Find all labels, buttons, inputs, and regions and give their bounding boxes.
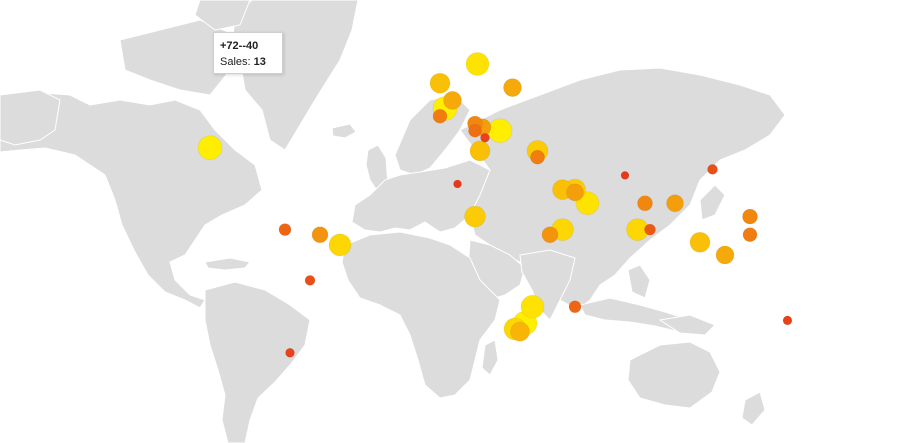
land-philippines bbox=[627, 264, 651, 299]
land-australia bbox=[627, 341, 721, 409]
map-marker[interactable] bbox=[328, 233, 352, 257]
map-marker[interactable] bbox=[742, 208, 758, 225]
map-marker[interactable] bbox=[707, 163, 718, 175]
land-madagascar bbox=[481, 339, 499, 376]
map-marker[interactable] bbox=[520, 294, 545, 319]
land-north-america bbox=[0, 91, 263, 309]
map-marker[interactable] bbox=[453, 179, 462, 189]
map-marker[interactable] bbox=[666, 194, 684, 213]
land-arctic-islands bbox=[119, 19, 236, 96]
map-marker[interactable] bbox=[429, 72, 451, 94]
map-marker[interactable] bbox=[285, 347, 295, 358]
map-marker[interactable] bbox=[468, 123, 482, 138]
map-marker[interactable] bbox=[715, 245, 735, 265]
tooltip-value: 13 bbox=[253, 56, 266, 68]
map-marker[interactable] bbox=[566, 183, 584, 202]
tooltip-label: Sales: bbox=[220, 56, 251, 68]
map-marker[interactable] bbox=[644, 223, 656, 236]
land-africa bbox=[341, 231, 501, 399]
land-baffin bbox=[194, 0, 251, 31]
map-marker[interactable] bbox=[304, 274, 316, 286]
map-marker[interactable] bbox=[480, 132, 490, 143]
map-marker[interactable] bbox=[689, 231, 711, 253]
map-marker[interactable] bbox=[464, 205, 486, 228]
map-marker[interactable] bbox=[541, 226, 559, 244]
map-marker[interactable] bbox=[637, 195, 653, 212]
map-marker[interactable] bbox=[197, 135, 223, 161]
land-india bbox=[519, 249, 576, 321]
map-marker[interactable] bbox=[782, 315, 793, 326]
map-marker[interactable] bbox=[568, 300, 582, 314]
tooltip: +72--40 Sales: 13 bbox=[213, 32, 283, 74]
land-iceland bbox=[331, 123, 357, 139]
land-alaska bbox=[0, 89, 61, 146]
map-marker[interactable] bbox=[469, 140, 491, 162]
map-marker[interactable] bbox=[432, 108, 448, 124]
land-layer bbox=[0, 0, 786, 443]
tooltip-row: Sales: 13 bbox=[220, 54, 276, 70]
land-new-guinea bbox=[658, 314, 716, 336]
map-marker[interactable] bbox=[278, 223, 292, 237]
marker-layer bbox=[197, 52, 793, 358]
land-japan bbox=[699, 184, 726, 221]
map-marker[interactable] bbox=[620, 170, 630, 180]
land-south-america bbox=[204, 281, 311, 443]
map-marker[interactable] bbox=[311, 226, 329, 244]
map-marker[interactable] bbox=[443, 90, 462, 110]
map-marker[interactable] bbox=[465, 52, 490, 76]
tooltip-title: +72--40 bbox=[220, 40, 259, 52]
map-marker[interactable] bbox=[530, 149, 545, 165]
land-caribbean bbox=[204, 257, 251, 271]
map-marker[interactable] bbox=[487, 118, 513, 144]
map-marker[interactable] bbox=[742, 227, 758, 243]
map-marker[interactable] bbox=[510, 321, 530, 342]
land-new-zealand bbox=[741, 391, 766, 426]
map-marker[interactable] bbox=[503, 78, 522, 98]
